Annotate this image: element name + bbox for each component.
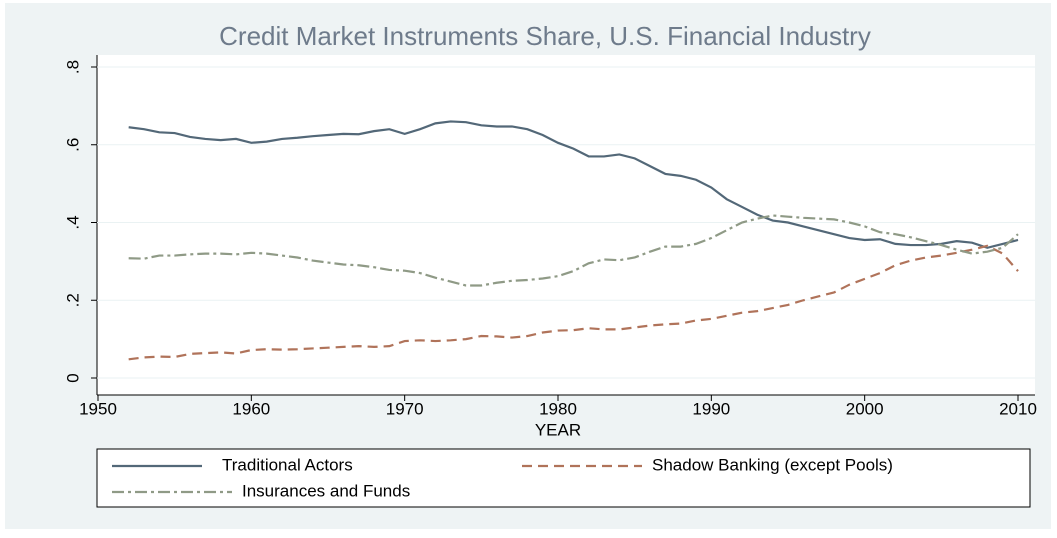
- y-tick-label: 0: [63, 373, 82, 382]
- chart-title: Credit Market Instruments Share, U.S. Fi…: [219, 21, 871, 51]
- y-tick-label: .6: [63, 138, 82, 152]
- y-tick-label: .8: [63, 60, 82, 74]
- series-line: [128, 120, 1019, 249]
- x-axis-label: YEAR: [535, 420, 581, 439]
- legend-label: Insurances and Funds: [242, 481, 410, 500]
- series-line: [128, 244, 1019, 361]
- legend-box: [96, 448, 1031, 508]
- x-tick-label: 1990: [692, 399, 730, 418]
- y-tick-label: .2: [63, 293, 82, 307]
- plot-area: [97, 55, 1035, 395]
- x-tick-label: 1950: [79, 399, 117, 418]
- series-line: [128, 214, 1019, 287]
- legend-label: Shadow Banking (except Pools): [652, 455, 893, 474]
- x-tick-label: 2010: [999, 399, 1037, 418]
- y-tick-label: .4: [63, 215, 82, 229]
- x-tick-label: 2000: [846, 399, 884, 418]
- x-tick-label: 1980: [539, 399, 577, 418]
- x-tick-label: 1970: [386, 399, 424, 418]
- legend-label: Traditional Actors: [222, 455, 353, 474]
- x-tick-label: 1960: [232, 399, 270, 418]
